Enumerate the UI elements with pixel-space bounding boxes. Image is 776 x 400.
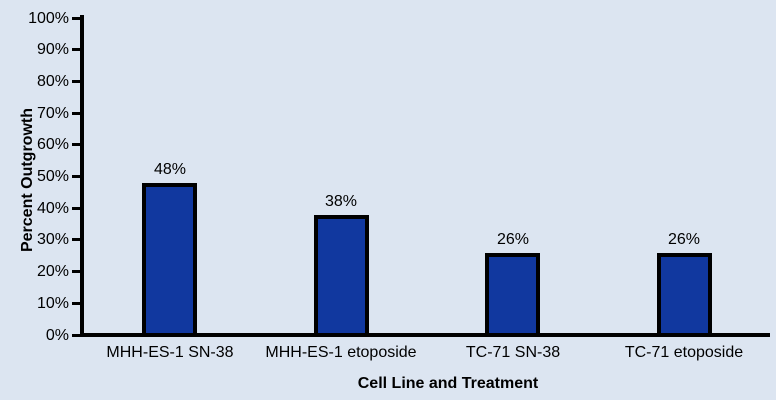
y-tick-label: 20% [36,263,69,280]
y-tick [72,143,80,146]
bar [314,215,369,337]
y-tick [72,207,80,210]
y-tick [72,270,80,273]
category-label: TC-71 SN-38 [465,344,561,361]
y-tick-label: 60% [36,136,69,153]
x-axis-line [80,333,770,337]
y-tick-label: 30% [36,231,69,248]
y-tick-label: 80% [36,73,69,90]
bar [657,253,712,337]
category-label: TC-71 etoposide [624,344,744,361]
y-tick [72,302,80,305]
bar [485,253,540,337]
y-tick [72,334,80,337]
y-tick-label: 0% [45,327,69,344]
category-label: MHH-ES-1 etoposide [265,344,417,361]
y-tick-label: 100% [28,10,69,27]
y-tick-label: 50% [36,168,69,185]
y-tick [72,175,80,178]
bar-value-label: 48% [153,161,187,178]
y-tick [72,17,80,20]
bar [142,183,197,337]
y-tick-label: 70% [36,105,69,122]
y-tick-label: 10% [36,295,69,312]
bar-value-label: 26% [496,231,530,248]
category-label: MHH-ES-1 SN-38 [106,344,234,361]
y-tick-label: 40% [36,200,69,217]
y-axis-line [80,15,84,337]
y-tick [72,80,80,83]
y-tick-label: 90% [36,41,69,58]
bar-value-label: 38% [324,193,358,210]
y-tick [72,112,80,115]
y-tick [72,48,80,51]
bar-value-label: 26% [667,231,701,248]
y-tick [72,238,80,241]
x-axis-title: Cell Line and Treatment [357,375,539,392]
